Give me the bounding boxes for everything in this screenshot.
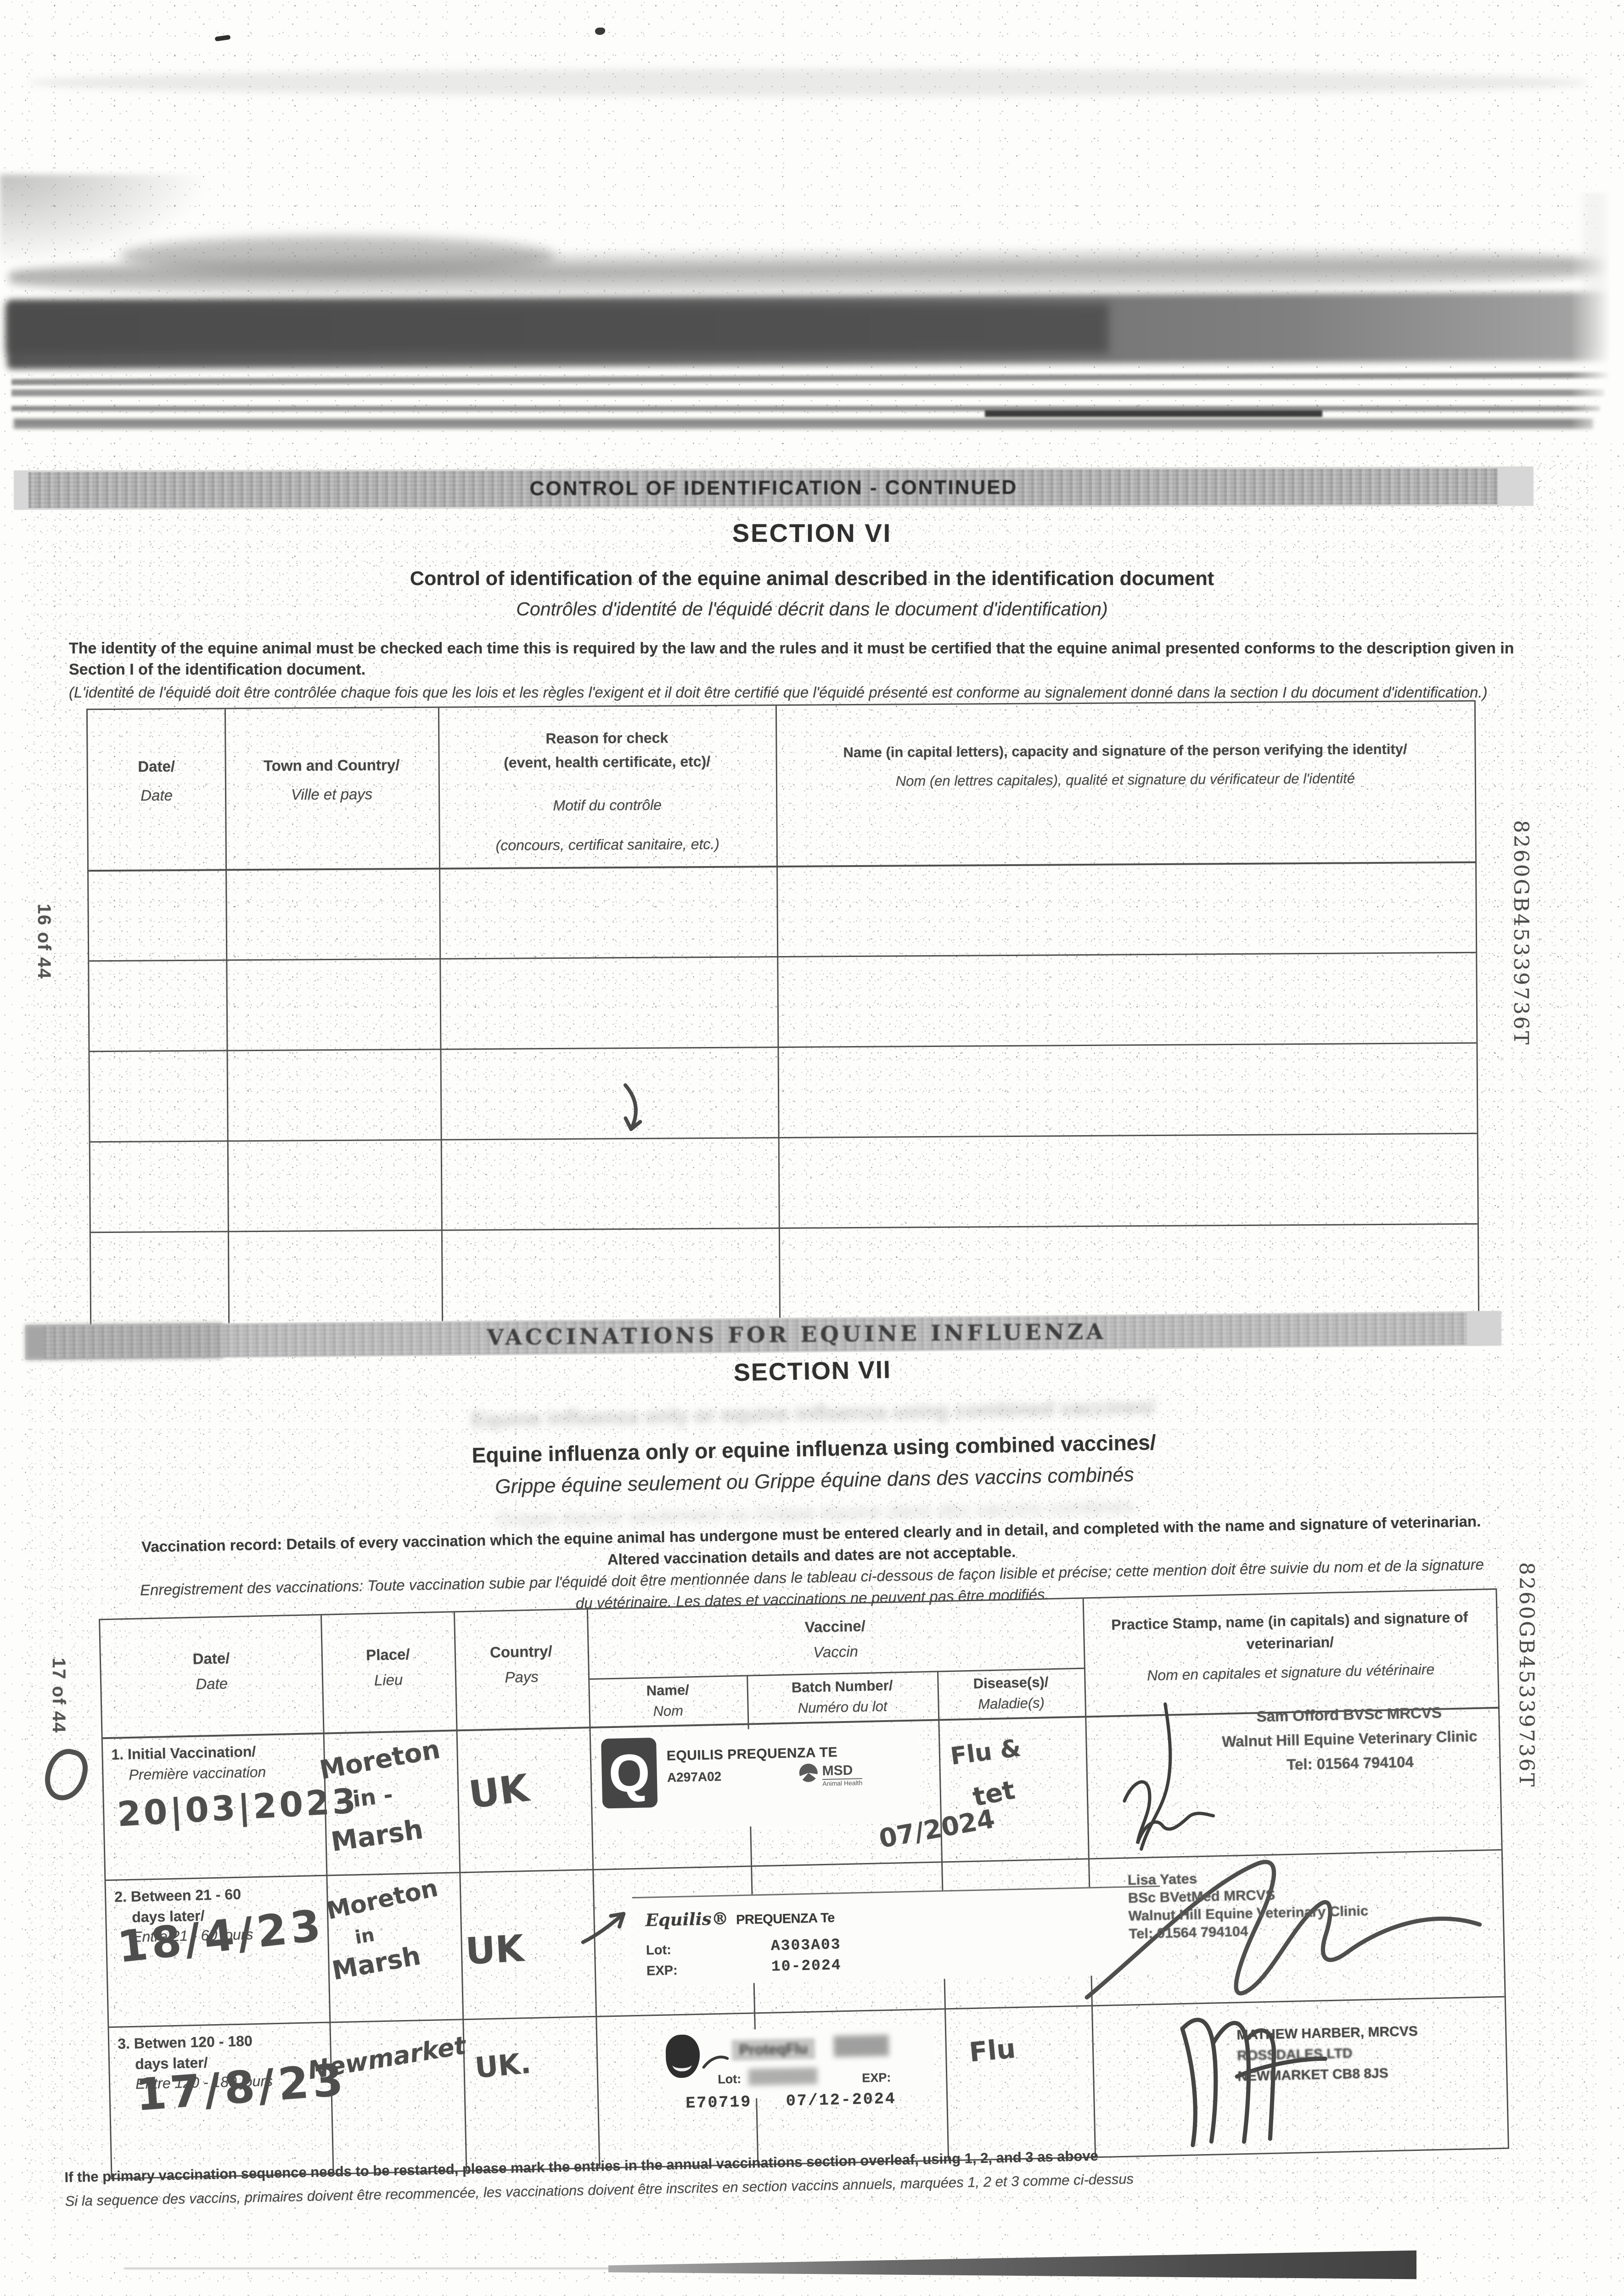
- s6-col-reason-en: Reason for check: [545, 729, 669, 747]
- row2-handwritten-arrow: [581, 1912, 626, 1944]
- row1-disease-handwritten-1: Flu &: [949, 1734, 1023, 1771]
- row1-date-handwritten: 20|03|2023: [116, 1781, 360, 1835]
- s7-col-date-en: Date/: [192, 1649, 230, 1667]
- row2-exp-value: 10-2024: [771, 1957, 842, 1975]
- row1-disease-handwritten-2: tet: [970, 1775, 1017, 1813]
- s7-col-stamp-fr: Nom en capitales et signature du vétérin…: [1146, 1660, 1435, 1684]
- q-logo-letter: Q: [608, 1743, 651, 1804]
- page-number-17of44: 17 of 44: [49, 1658, 69, 1733]
- s7-col-vaccine-en: Vaccine/: [804, 1617, 866, 1636]
- s6-col-name-fr: Nom (en lettres capitales), qualité et s…: [895, 770, 1355, 789]
- handwritten-circle-mark: [40, 1745, 92, 1805]
- ink-speck: [214, 34, 231, 42]
- s7-col-place-fr: Lieu: [374, 1671, 403, 1689]
- s7-col-batch-fr: Numéro du lot: [798, 1698, 888, 1716]
- row3-label-en1: 3. Betwen 120 - 180: [117, 2032, 253, 2052]
- row3-practice-stamp: MATHEW HARBER, MRCVS ROSSDALES LTD NEWMA…: [1236, 2021, 1419, 2087]
- s7-col-stamp-en1: Practice Stamp, name (in capitals) and s…: [1111, 1609, 1468, 1633]
- passport-code-right-top: 8260GB45339736T: [1509, 820, 1533, 1047]
- s6-col-town-fr: Ville et pays: [291, 785, 373, 803]
- s7-col-disease-fr: Maladie(s): [978, 1694, 1045, 1712]
- row3-vaccine-sticker: ProteqFlu Lot: EXP:: [662, 2025, 935, 2100]
- row1-label-fr: Première vaccination: [129, 1763, 266, 1784]
- row1-sticker-title: EQUILIS PREQUENZA TE: [666, 1745, 838, 1764]
- row3-sticker-name-smudged: ProteqFlu: [731, 2038, 815, 2061]
- equilis-q-logo: Q: [601, 1737, 658, 1809]
- row3-stamp-line3: NEWMARKET CB8 8JS: [1237, 2065, 1389, 2084]
- row3-exp-label: EXP:: [861, 2070, 891, 2085]
- s6-col-date-fr: Date: [140, 787, 173, 804]
- row2-lot-label: Lot:: [646, 1942, 672, 1958]
- row2-country-handwritten: UK: [464, 1927, 525, 1973]
- proteq-logo: [665, 2034, 701, 2078]
- section6-banner: CONTROL OF IDENTIFICATION - CONTINUED: [13, 466, 1534, 510]
- row2-practice-stamp: Lisa Yates BSc BVetMed MRCVS Walnut Hill…: [1128, 1866, 1369, 1942]
- msd-logo-subtext: Animal Health: [822, 1778, 863, 1788]
- row3-disease-handwritten: Flu: [968, 2032, 1017, 2068]
- ink-speck: [595, 28, 605, 35]
- s6-col-name-en: Name (in capital letters), capacity and …: [843, 741, 1407, 761]
- section7-vaccination-table: Date/ Date Place/ Lieu Country/ Pays Vac…: [99, 1588, 1509, 2180]
- row3-exp-print: 07/12-2024: [786, 2089, 897, 2110]
- section6-heading: SECTION VI: [732, 518, 892, 547]
- section6-body-fr: (L'identité de l'équidé doit être contrô…: [69, 684, 1488, 701]
- s6-col-reason-en2: (event, health certificate, etc)/: [504, 753, 711, 771]
- s7-col-name-fr: Nom: [653, 1702, 684, 1720]
- s7-col-batch-en: Batch Number/: [791, 1677, 893, 1696]
- scan-shadow-bottom: [608, 2250, 1416, 2279]
- section6-body-en: The identity of the equine animal must b…: [69, 640, 1514, 678]
- sticker-smear: [833, 2035, 889, 2057]
- row2-label-en1: 2. Between 21 - 60: [114, 1885, 242, 1905]
- s7-col-country-fr: Pays: [504, 1668, 539, 1686]
- handwritten-arrow-mark: [623, 1083, 642, 1131]
- s7-col-vaccine-fr: Vaccin: [813, 1643, 859, 1661]
- s6-col-reason-fr2: (concours, certificat sanitaire, etc.): [495, 835, 719, 854]
- row2-lot-value: A303A03: [770, 1936, 841, 1955]
- row2-sticker-brand: Equilis®: [645, 1908, 729, 1930]
- row1-country-handwritten: UK: [466, 1766, 532, 1818]
- row1-sticker-code: A297A02: [667, 1769, 722, 1785]
- row2-place-handwritten-2: in: [353, 1924, 376, 1948]
- row3-batch-print: E70719: [685, 2093, 752, 2113]
- msd-logo-text: MSD: [822, 1762, 853, 1779]
- row1-vaccine-sticker: Q EQUILIS PREQUENZA TE A297A02 MSD Anima…: [596, 1725, 920, 1830]
- scan-smudge-top: [28, 69, 1589, 96]
- s6-col-town-en: Town and Country/: [263, 756, 400, 774]
- msd-logo-icon: [799, 1763, 818, 1783]
- s7-col-stamp-en2: veterinarian/: [1246, 1633, 1334, 1652]
- row2-place-handwritten-3: Marsh: [330, 1941, 423, 1986]
- row3-country-handwritten: UK.: [473, 2046, 533, 2085]
- proteq-swoosh: [702, 2055, 729, 2069]
- s7-col-name-en: Name/: [646, 1682, 690, 1699]
- page-number-16of44: 16 of 44: [34, 904, 54, 979]
- row2-exp-label: EXP:: [646, 1963, 678, 1979]
- section6-title-en: Control of identification of the equine …: [410, 568, 1214, 590]
- section6-banner-title: CONTROL OF IDENTIFICATION - CONTINUED: [529, 476, 1018, 500]
- row2-place-handwritten-1: Moreton: [324, 1874, 441, 1925]
- row2-vet-signature: [1085, 1860, 1482, 2000]
- row3-lot-label: Lot:: [717, 2072, 742, 2087]
- scan-shadow-bottom-line: [124, 2268, 611, 2269]
- s6-col-reason-fr: Motif du contrôle: [553, 796, 662, 814]
- row3-vet-signature: [1180, 2018, 1327, 2147]
- row1-practice-stamp: Sam Offord BVSc MRCVS Walnut Hill Equine…: [1204, 1699, 1495, 1778]
- s7-col-place-en: Place/: [365, 1645, 410, 1664]
- section6-table: Date/ Date Town and Country/ Ville et pa…: [86, 700, 1480, 1328]
- msd-logo: MSD Animal Health: [799, 1762, 863, 1788]
- row1-label-en: 1. Initial Vaccination/: [111, 1743, 256, 1763]
- s7-col-disease-en: Disease(s)/: [973, 1674, 1049, 1692]
- row1-place-handwritten-1: Moreton: [317, 1734, 443, 1786]
- lot-value-smear: [748, 2067, 818, 2086]
- row1-vet-signature: [1123, 1702, 1215, 1851]
- s6-col-date-en: Date/: [138, 758, 175, 775]
- row2-sticker-name: PREQUENZA Te: [736, 1910, 835, 1928]
- s7-col-date-fr: Date: [195, 1675, 228, 1693]
- s7-col-country-en: Country/: [489, 1642, 553, 1661]
- section6-title-fr: Contrôles d'identité de l'équidé décrit …: [516, 598, 1108, 619]
- row3-batch-print-line: E70719 07/12-2024: [686, 2090, 896, 2113]
